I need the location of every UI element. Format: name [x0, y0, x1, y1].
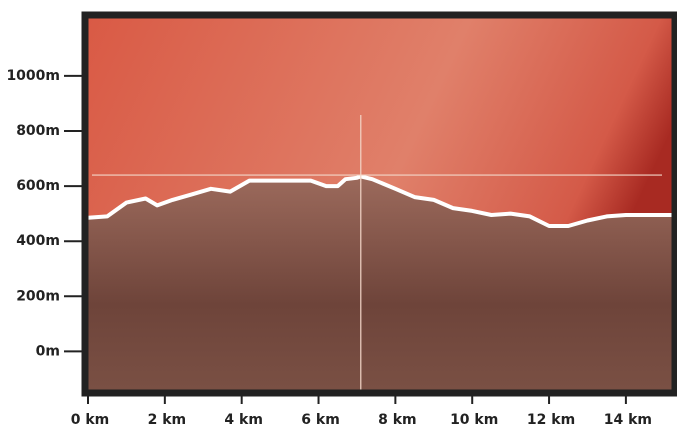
x-tick-label: 8 km — [378, 412, 417, 428]
y-tick-label: 800m — [16, 123, 60, 139]
plot-frame — [81, 11, 677, 397]
y-tick-label: 0m — [36, 343, 60, 359]
y-tick-label: 600m — [16, 178, 60, 194]
x-tick-label: 0 km — [71, 412, 110, 428]
area — [88, 176, 672, 390]
x-tick-label: 2 km — [148, 412, 187, 428]
x-tick-label: 4 km — [224, 412, 263, 428]
x-tick-label: 6 km — [301, 412, 340, 428]
y-tick-label: 400m — [16, 233, 60, 249]
x-tick-label: 14 km — [604, 412, 652, 428]
y-tick-label: 1000m — [6, 68, 60, 84]
x-tick-label: 12 km — [527, 412, 575, 428]
x-tick-label: 10 km — [450, 412, 498, 428]
y-tick-label: 200m — [16, 288, 60, 304]
